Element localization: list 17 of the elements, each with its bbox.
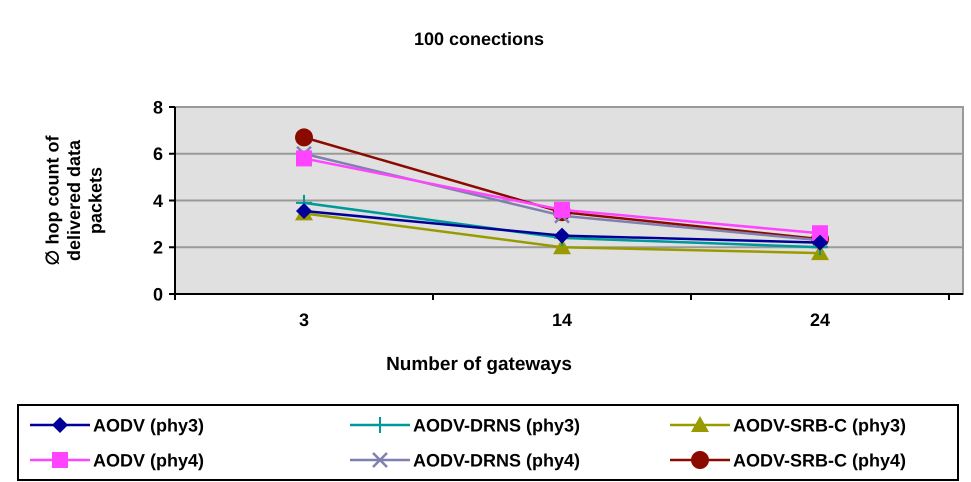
y-axis-title: ∅ hop count of delivered data packets <box>42 134 106 266</box>
y-tick-label: 6 <box>152 144 163 164</box>
x-tick-label: 3 <box>298 310 310 330</box>
legend-label: AODV (phy4) <box>93 450 204 470</box>
legend-label: AODV-SRB-C (phy4) <box>733 450 906 470</box>
x-tick-label: 14 <box>552 310 572 330</box>
y-tick-label: 2 <box>152 238 163 258</box>
y-tick-label: 8 <box>152 97 163 118</box>
legend-label: AODV (phy3) <box>93 415 204 436</box>
legend-label: AODV-DRNS (phy3) <box>413 415 580 436</box>
x-axis-title: Number of gateways <box>386 354 572 375</box>
legend-label: AODV-DRNS (phy4) <box>413 450 580 470</box>
y-tick-label: 0 <box>152 284 163 304</box>
legend-label: AODV-SRB-C (phy3) <box>733 415 906 436</box>
chart-title: 100 conections <box>414 29 544 49</box>
y-tick-label: 4 <box>152 190 163 211</box>
x-tick-label: 24 <box>810 310 830 330</box>
